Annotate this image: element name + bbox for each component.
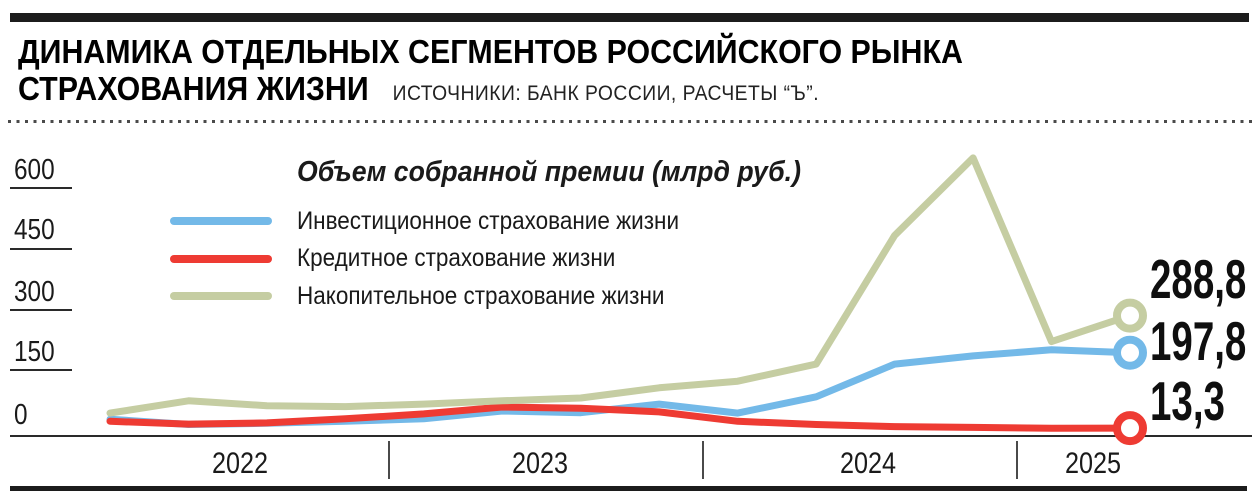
y-axis-tick-mark [10, 187, 72, 189]
legend-label: Кредитное страхование жизни [297, 244, 616, 272]
series-line-1 [106, 403, 1134, 432]
x-axis-year-label: 2024 [839, 447, 897, 480]
year-separator [1016, 441, 1018, 479]
x-axis-year-label: 2023 [511, 447, 569, 480]
page-title-line-2-row: СТРАХОВАНИЯ ЖИЗНИ ИСТОЧНИКИ: БАНК РОССИИ,… [18, 70, 1150, 107]
legend-item-accumulative-life: Накопительное страхование жизни [170, 281, 721, 310]
legend-item-credit-life: Кредитное страхование жизни [170, 244, 721, 272]
legend-label: Накопительное страхование жизни [297, 281, 665, 310]
dotted-separator [8, 120, 1252, 123]
masthead: ДИНАМИКА ОТДЕЛЬНЫХ СЕГМЕНТОВ РОССИЙСКОГО… [18, 33, 1248, 107]
series-end-marker-0 [1113, 335, 1147, 370]
sources-note: ИСТОЧНИКИ: БАНК РОССИИ, РАСЧЕТЫ “Ъ”. [392, 82, 820, 105]
legend-item-investment-life: Инвестиционное страхование жизни [170, 206, 721, 235]
bottom-rule [10, 486, 1247, 491]
y-axis-tick-mark [10, 309, 72, 311]
x-axis-line [10, 435, 1252, 437]
series-line-2 [106, 154, 1134, 417]
legend-label: Инвестиционное страхование жизни [297, 206, 680, 235]
top-rule [10, 13, 1249, 22]
end-value-credit-life: 13,3 [1150, 370, 1225, 432]
page-title-line-2: СТРАХОВАНИЯ ЖИЗНИ [18, 70, 369, 107]
end-value-accumulative-life: 288,8 [1150, 248, 1247, 310]
y-axis-tick-label: 600 [14, 154, 55, 186]
y-axis-tick-mark [10, 369, 72, 371]
page-title-line-1: ДИНАМИКА ОТДЕЛЬНЫХ СЕГМЕНТОВ РОССИЙСКОГО… [18, 33, 963, 70]
x-axis-year-label: 2022 [211, 447, 269, 480]
series-end-marker-2 [1113, 298, 1147, 333]
series-end-marker-1 [1113, 411, 1147, 446]
legend: Инвестиционное страхование жизни Кредитн… [170, 206, 721, 321]
y-axis-tick-label: 0 [14, 399, 28, 431]
year-separator [702, 441, 704, 479]
end-value-investment-life: 197,8 [1150, 310, 1247, 372]
y-axis-tick-mark [10, 248, 72, 250]
legend-swatch-red [170, 254, 272, 263]
legend-swatch-blue [170, 217, 272, 225]
year-separator [388, 441, 390, 479]
legend-swatch-olive [170, 292, 272, 300]
chart-subtitle: Объем собранной премии (млрд руб.) [297, 156, 801, 188]
x-axis-year-label: 2025 [1064, 447, 1122, 480]
y-axis-tick-label: 300 [14, 276, 55, 308]
y-axis-tick-label: 450 [14, 214, 55, 246]
y-axis-tick-label: 150 [14, 336, 55, 368]
